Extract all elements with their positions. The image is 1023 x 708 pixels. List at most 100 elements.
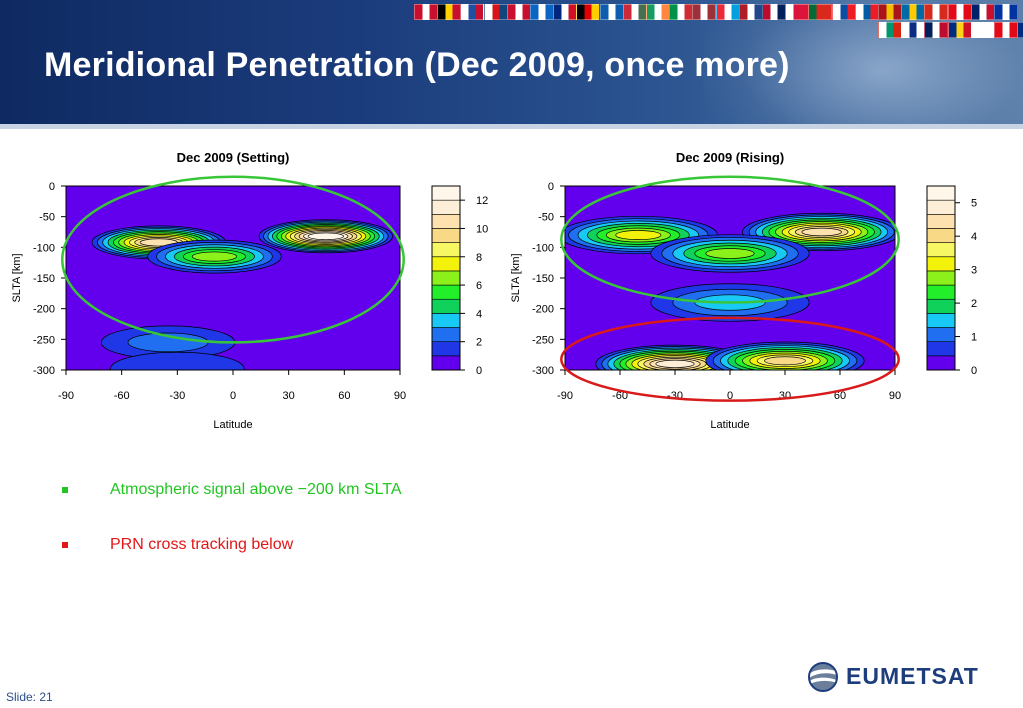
highlight-ellipse <box>560 316 900 402</box>
flag-strip <box>414 4 1023 40</box>
colorbar-band <box>431 228 461 243</box>
colorbar-band <box>431 327 461 342</box>
contour-band <box>110 351 245 370</box>
y-tick-label: -200 <box>532 304 554 316</box>
contour-band <box>191 251 238 262</box>
y-axis-label: SLTA [km] <box>11 253 23 302</box>
colorbar-band <box>431 355 461 371</box>
flag-icon <box>669 4 694 20</box>
y-tick-label: -150 <box>33 273 55 285</box>
colorbar-band <box>926 214 956 229</box>
x-axis-label: Latitude <box>213 419 252 431</box>
colorbar-band <box>431 270 461 286</box>
y-tick-label: 0 <box>548 181 554 193</box>
y-tick-label: -50 <box>39 212 55 224</box>
colorbar-tick-label: 2 <box>476 337 482 349</box>
colorbar-tick-label: 6 <box>476 280 482 292</box>
colorbar-tick-label: 5 <box>971 198 977 210</box>
flag-icon <box>901 4 926 20</box>
colorbar-band <box>926 228 956 243</box>
colorbar-tick-label: 1 <box>971 332 977 344</box>
colorbar-band <box>926 327 956 342</box>
x-tick-label: 30 <box>283 390 295 402</box>
flag-icon <box>437 4 462 20</box>
flag-icon <box>924 22 949 38</box>
chart-2: Dec 2009 (Rising)-90 -60 -30 0 30 60 90Latitud… <box>510 150 977 431</box>
flag-icon <box>576 4 601 20</box>
colorbar-band <box>926 298 956 314</box>
colorbar-band <box>926 270 956 286</box>
colorbar-band <box>926 284 956 300</box>
bullet-item: Atmospheric signal above −200 km SLTA <box>62 481 662 506</box>
flag-icon <box>924 4 949 20</box>
eumetsat-swirl-icon <box>808 662 840 692</box>
bullet-text: PRN cross tracking below <box>110 536 294 553</box>
y-tick-label: -150 <box>532 273 554 285</box>
colorbar-band <box>431 341 461 357</box>
flag-icon <box>970 4 995 20</box>
flag-icon <box>854 4 879 20</box>
x-tick-label: 0 <box>230 390 236 402</box>
colorbar-tick-label: 3 <box>971 265 977 277</box>
colorbar-tick-label: 12 <box>476 195 488 207</box>
colorbar-band <box>431 256 461 272</box>
highlight-ellipse <box>61 175 405 344</box>
flag-icon <box>530 4 554 20</box>
x-axis-label: Latitude <box>710 419 749 431</box>
x-tick-label: -90 <box>557 390 573 402</box>
x-tick-label: 60 <box>834 390 846 402</box>
slide-number: Slide: 21 <box>6 690 53 704</box>
flag-icon <box>1017 22 1023 38</box>
flag-icon <box>878 22 902 38</box>
flag-icon <box>831 4 856 20</box>
bullet-text: Atmospheric signal above −200 km SLTA <box>110 481 402 498</box>
chart-title: Dec 2009 (Rising) <box>676 150 784 165</box>
slide-header: Meridional Penetration (Dec 2009, once m… <box>0 0 1023 124</box>
y-tick-label: -100 <box>532 242 554 254</box>
flag-icon <box>994 22 1018 38</box>
plot-area <box>66 186 400 370</box>
colorbar-tick-label: 4 <box>971 231 977 243</box>
logo-text: EUMETSAT <box>846 663 979 689</box>
header-divider <box>0 124 1023 129</box>
flag-icon <box>460 4 485 20</box>
bullet-icon <box>62 542 68 548</box>
colorbar-tick-label: 0 <box>476 365 482 377</box>
chart-title: Dec 2009 (Setting) <box>177 150 290 165</box>
highlight-ellipse <box>560 175 900 304</box>
flag-icon <box>970 22 995 38</box>
x-tick-label: -30 <box>169 390 185 402</box>
flag-icon <box>901 22 926 38</box>
x-tick-label: -60 <box>612 390 628 402</box>
colorbar-frame <box>431 185 461 371</box>
flag-icon <box>994 4 1018 20</box>
y-tick-label: 0 <box>49 181 55 193</box>
x-tick-label: -90 <box>58 390 74 402</box>
x-tick-label: 90 <box>889 390 901 402</box>
colorbar-band <box>926 313 956 328</box>
flag-icon <box>808 4 833 20</box>
y-tick-label: -200 <box>33 304 55 316</box>
contour-band <box>764 356 806 366</box>
x-tick-label: 30 <box>779 390 791 402</box>
colorbar-frame <box>926 185 956 371</box>
flag-icon <box>947 4 972 20</box>
colorbar-band <box>431 313 461 328</box>
colorbar-band <box>431 185 461 201</box>
y-tick-label: -250 <box>33 334 55 346</box>
colorbar-tick-label: 4 <box>476 308 482 320</box>
colorbar-band <box>926 341 956 357</box>
colorbar-band <box>926 256 956 272</box>
colorbar-band <box>926 199 956 215</box>
colorbar-band <box>431 214 461 229</box>
colorbar-tick-label: 0 <box>971 365 977 377</box>
colorbar-band <box>431 284 461 300</box>
plot-area <box>565 186 895 370</box>
colorbar-band <box>926 185 956 201</box>
contour-band <box>615 230 662 240</box>
y-tick-label: -300 <box>33 365 55 377</box>
chart-1: Dec 2009 (Setting)-90 -60 -30 0 30 60 90Latitu… <box>11 150 488 431</box>
x-tick-label: 90 <box>394 390 406 402</box>
flag-icon <box>878 4 902 20</box>
y-tick-label: -100 <box>33 242 55 254</box>
